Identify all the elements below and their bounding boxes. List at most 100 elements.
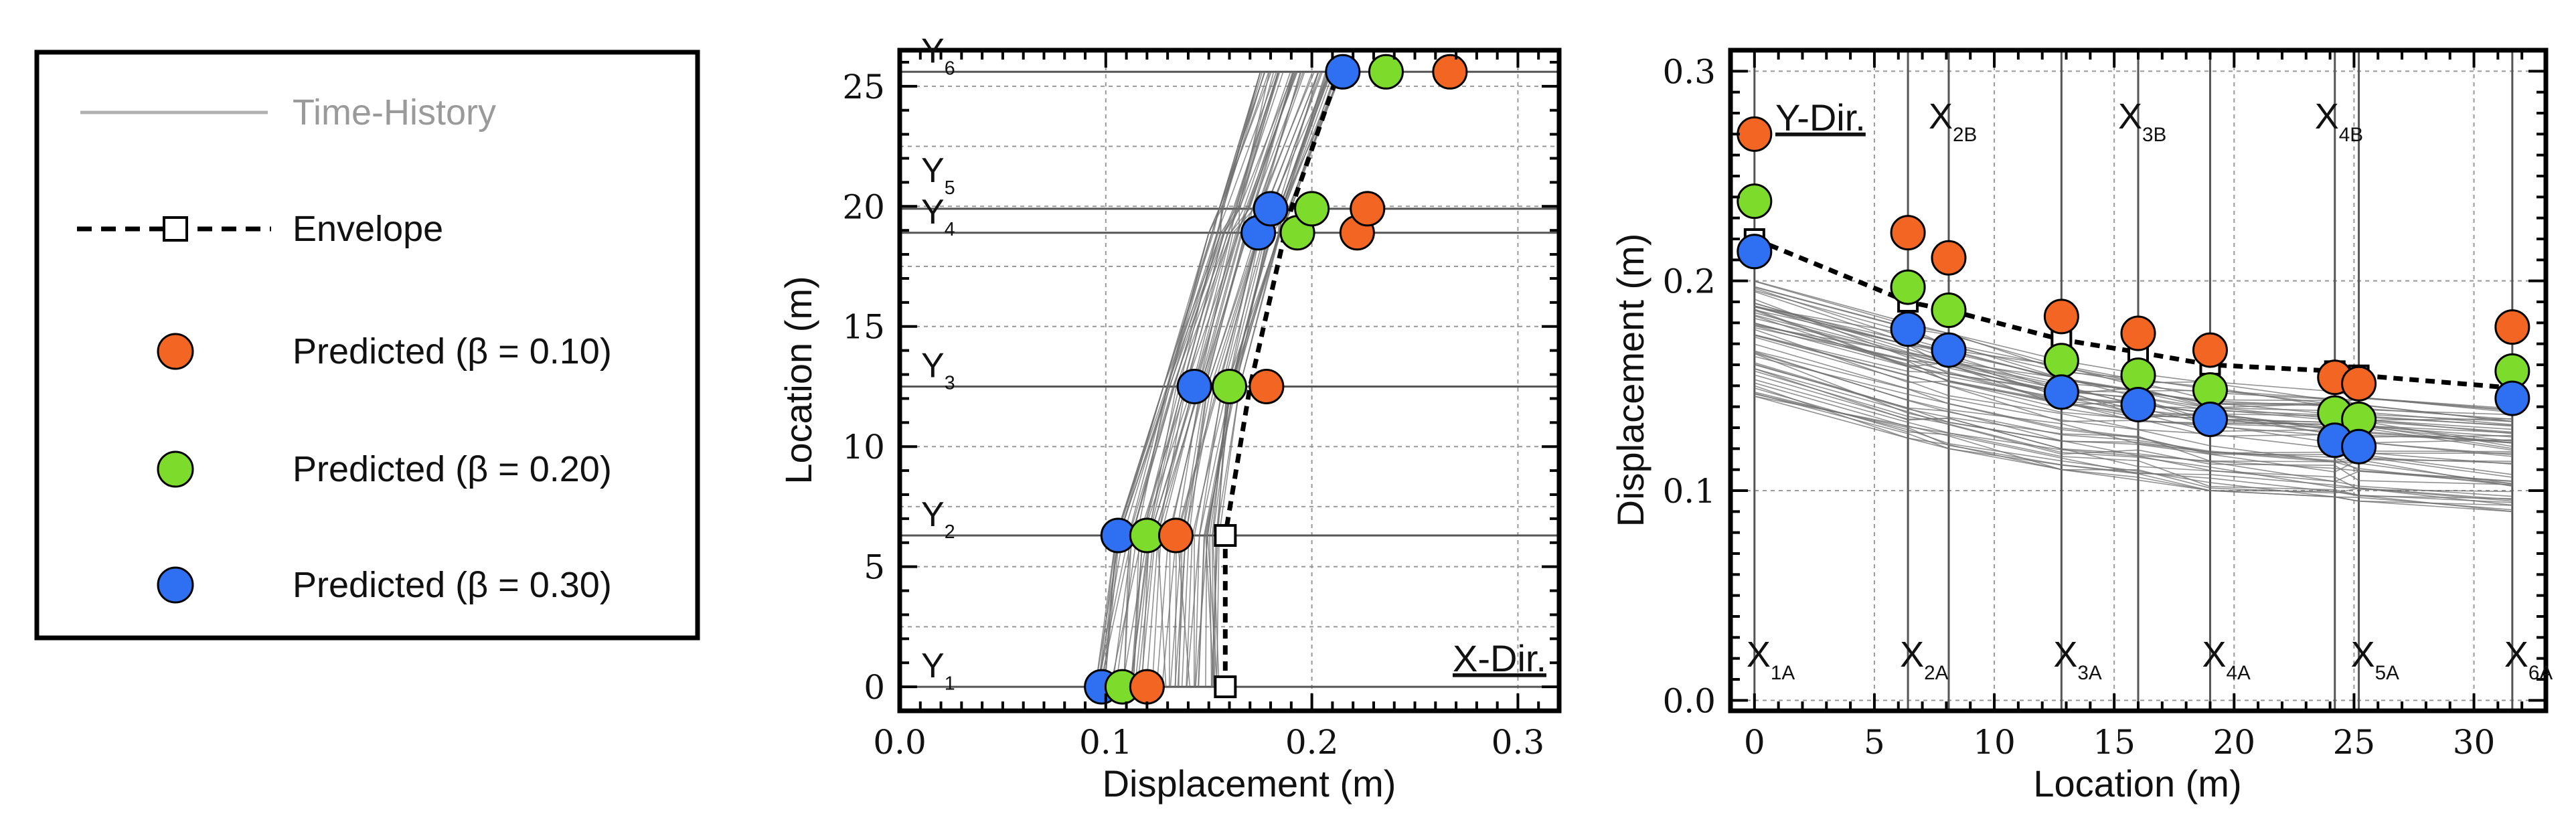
chart1-y-tick-label: 10 (842, 428, 885, 467)
legend-envelope-square (163, 216, 188, 242)
chart2-markers (1737, 116, 2530, 465)
chart1-marker (1157, 517, 1194, 554)
chart2-y-tick-label: 0.3 (1662, 52, 1716, 91)
chart2-axis-line-label: X3B (2118, 96, 2166, 146)
chart1-marker (1432, 54, 1468, 90)
chart2-marker (2120, 387, 2156, 423)
chart2-axis-line-label: X5A (2351, 635, 2400, 684)
chart1-y-tick-label: 15 (842, 308, 885, 347)
chart1-time-history-line (1123, 72, 1271, 687)
chart1-marker (1325, 54, 1361, 90)
chart1-time-history-line (1129, 72, 1297, 687)
chart1-y-tick-label: 5 (864, 548, 885, 587)
chart1-time-history-line (1110, 72, 1277, 687)
chart1-floor-label: Y5 (921, 151, 955, 199)
chart1-x-axis-label: Displacement (m) (1103, 762, 1396, 805)
chart1-annotation: X-Dir. (1453, 637, 1546, 679)
chart2-x-tick-label: 5 (1864, 723, 1885, 762)
chart2-tick-labels: 0 5 10 15 20 25 30 0.0 0.1 0.2 0.3 (1662, 52, 2495, 762)
chart1-marker (1368, 54, 1404, 90)
chart1-time-history-line (1186, 72, 1330, 687)
chart1-time-history-line (1178, 72, 1319, 687)
chart1-x-tick-label: 0.2 (1285, 723, 1339, 762)
chart2-annotation: Y-Dir. (1775, 96, 1866, 139)
chart2-y-tick-label: 0.0 (1662, 681, 1716, 720)
chart1-time-history-line (1214, 72, 1342, 687)
chart1-frame (897, 48, 1562, 714)
chart1-time-history-line (1141, 72, 1296, 687)
chart2-axis-line-labels: X1A X2A X3A X4A X5A X6A X2B X3B X4B (1747, 96, 2553, 684)
chart1-time-history-line (1156, 72, 1305, 687)
chart2-marker (2043, 299, 2079, 335)
chart1-time-history-line (1137, 72, 1294, 687)
chart1-y-axis-label: Location (m) (777, 276, 819, 484)
chart2-time-history-line (1754, 396, 2512, 506)
chart1-envelope-square (1214, 675, 1237, 699)
chart1-time-history-line (1151, 72, 1295, 687)
chart1-marker (1350, 191, 1386, 227)
chart2-axis-line-label: X2B (1929, 96, 1977, 146)
chart2-x-tick-label: 30 (2453, 723, 2496, 762)
chart2-marker (2494, 309, 2530, 345)
chart2-axis-line-label: X3A (2053, 635, 2102, 684)
chart2-time-history-line (1754, 379, 2512, 503)
legend-beta-010-label: Predicted (β = 0.10) (293, 331, 612, 371)
chart1-time-history-line (1097, 72, 1265, 687)
chart1-marker (1176, 368, 1212, 404)
chart1-envelope-square (1214, 523, 1237, 547)
chart2-marker (2494, 380, 2530, 416)
chart2-marker (2043, 374, 2079, 410)
chart2-marker (2341, 428, 2377, 465)
chart2-axis-line-label: X4A (2202, 635, 2251, 684)
chart2-time-history-line (1754, 352, 2512, 482)
chart2-axis-line-label: X6A (2504, 635, 2553, 684)
chart1-y-tick-label: 20 (842, 187, 885, 226)
chart1-time-history-line (1115, 72, 1279, 687)
chart2-marker (2341, 365, 2377, 402)
chart1-marker (1249, 368, 1285, 404)
chart1-time-history-line (1176, 72, 1323, 687)
chart1-time-history-line (1205, 72, 1332, 687)
chart2-marker (1737, 116, 1773, 152)
chart2-marker (1931, 292, 1967, 329)
chart1-time-history-line (1181, 72, 1313, 687)
chart2-marker (1931, 332, 1967, 368)
chart1-floor-label: Y2 (921, 495, 955, 543)
chart2-marker (2192, 401, 2228, 437)
chart1-floor-label: Y4 (921, 193, 955, 240)
chart1-y-tick-label: 0 (864, 668, 885, 707)
legend-beta-010-marker (157, 333, 194, 370)
chart1-y-tick-label: 25 (842, 68, 885, 106)
chart2-y-tick-label: 0.2 (1662, 262, 1716, 301)
chart1-envelope (1214, 71, 1341, 699)
chart2-x-tick-label: 25 (2333, 723, 2376, 762)
chart2-marker (1931, 240, 1967, 276)
chart1-time-history-line (1195, 72, 1334, 687)
legend-beta-020-label: Predicted (β = 0.20) (293, 449, 612, 489)
chart-y-direction: 0 5 10 15 20 25 30 0.0 0.1 0.2 0.3 X1A X2A X3A X4A X5A… (1609, 48, 2553, 805)
chart2-time-history-line (1754, 368, 2512, 485)
chart2-time-history-line (1754, 363, 2512, 485)
chart1-time-history-line (1174, 71, 1315, 687)
chart1-marker (1294, 191, 1330, 227)
chart1-x-tick-label: 0.3 (1492, 723, 1545, 762)
chart1-floor-label: Y6 (921, 31, 955, 79)
chart1-time-history-line (1210, 71, 1344, 687)
chart1-marker (1212, 368, 1247, 404)
chart2-axis-line-label: X2A (1900, 635, 1949, 684)
chart2-y-axis-label: Displacement (m) (1609, 234, 1652, 527)
chart2-time-history-line (1754, 394, 2512, 499)
chart1-x-tick-label: 0.0 (873, 723, 927, 762)
chart2-marker (2043, 343, 2079, 379)
chart2-x-tick-label: 10 (1973, 723, 2016, 762)
chart1-time-history-line (1103, 72, 1266, 687)
chart1-time-history-line (1133, 72, 1281, 687)
chart2-marker (1737, 234, 1773, 270)
chart1-time-history-lines (1095, 71, 1344, 687)
chart1-tick-labels: 0.0 0.1 0.2 0.3 0 5 10 15 20 25 (842, 68, 1544, 762)
legend-beta-020-marker (157, 450, 194, 488)
chart1-time-history-line (1132, 72, 1279, 687)
